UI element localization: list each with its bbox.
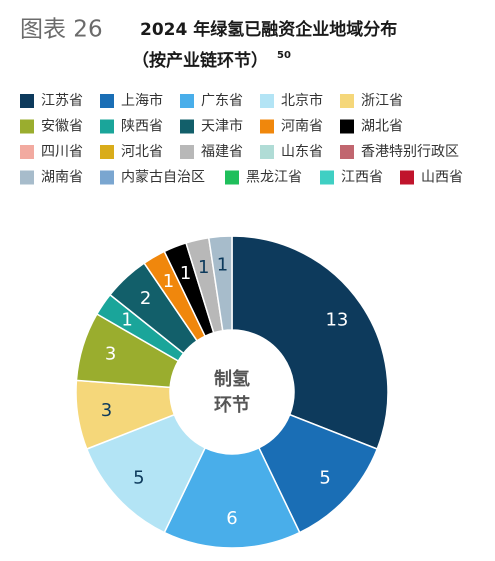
legend-swatch: [340, 94, 354, 108]
legend-label: 安徽省: [41, 119, 83, 135]
data-label: 5: [319, 467, 330, 488]
legend-swatch: [100, 119, 114, 134]
legend-swatch: [260, 94, 274, 108]
legend-swatch: [225, 170, 239, 185]
legend-swatch: [20, 145, 34, 159]
legend-label: 北京市: [281, 92, 323, 109]
data-label: 5: [133, 467, 144, 488]
legend-label: 天津市: [201, 118, 243, 135]
legend-swatch: [320, 170, 334, 185]
legend-label: 山西省: [421, 170, 463, 186]
legend-swatch: [180, 94, 194, 108]
legend-label: 浙江省: [361, 93, 403, 109]
legend-label: 湖北省: [361, 119, 403, 135]
legend-label: 湖南省: [41, 170, 83, 186]
legend-label: 江西省: [341, 170, 383, 186]
legend-swatch: [100, 94, 114, 108]
data-label: 3: [105, 344, 116, 365]
data-label: 2: [140, 288, 151, 309]
legend-label: 内蒙古自治区: [121, 170, 205, 186]
slice: [207, 235, 233, 332]
data-label: 6: [226, 508, 237, 529]
slice: [231, 235, 389, 450]
legend-swatch: [180, 119, 194, 134]
data-label: 13: [325, 309, 348, 330]
legend-label: 上海市: [121, 92, 163, 109]
legend-label: 福建省: [201, 144, 243, 160]
legend-label: 河南省: [281, 119, 323, 135]
legend-swatch: [340, 119, 354, 134]
legend-label: 山东省: [281, 144, 323, 160]
legend-swatch: [20, 94, 34, 108]
chart-subtitle: （按产业链环节）: [132, 50, 268, 71]
data-label: 1: [163, 271, 174, 292]
legend-swatch: [180, 145, 194, 159]
legend-swatch: [340, 145, 354, 159]
legend-swatch: [20, 170, 34, 185]
data-label: 1: [217, 254, 228, 275]
center-label: 环节: [214, 395, 250, 416]
center-label: 制氢: [214, 368, 250, 390]
legend-label: 陕西省: [121, 119, 163, 135]
legend-swatch: [20, 119, 34, 134]
data-label: 1: [121, 309, 132, 330]
subtitle-note: 50: [277, 50, 291, 61]
data-label: 1: [180, 263, 191, 284]
legend-swatch: [400, 170, 414, 185]
slice: [163, 446, 301, 549]
data-label: 3: [101, 400, 112, 421]
legend-swatch: [260, 145, 274, 159]
legend-label: 河北省: [121, 144, 163, 160]
data-label: 1: [198, 257, 209, 278]
legend-label: 黑龙江省: [246, 170, 302, 186]
legend-label: 香港特别行政区: [361, 144, 459, 160]
legend-swatch: [100, 145, 114, 159]
legend-label: 广东省: [201, 93, 243, 109]
figure-label: 图表 26: [20, 17, 103, 43]
legend-label: 四川省: [41, 144, 83, 160]
chart-title: 2024 年绿氢已融资企业地域分布: [140, 19, 397, 40]
legend-swatch: [260, 119, 274, 134]
legend-swatch: [100, 170, 114, 185]
legend-label: 江苏省: [41, 93, 83, 109]
